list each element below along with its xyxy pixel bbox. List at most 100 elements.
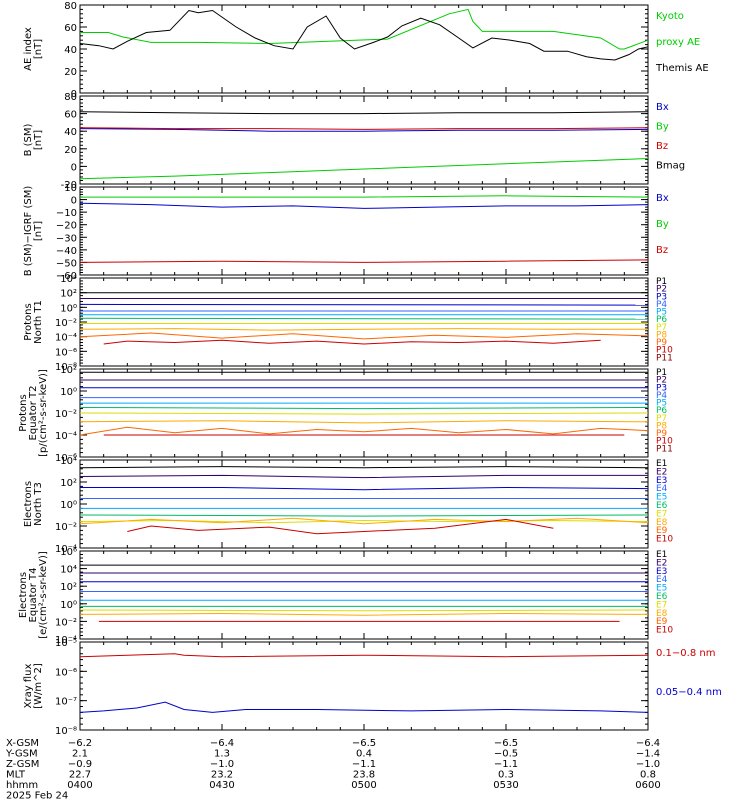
x-row-value: −6.5 [352, 738, 376, 749]
series-line [79, 259, 649, 263]
series-label: Bz [656, 141, 668, 152]
series-line [127, 518, 554, 535]
series-label: E3 [656, 476, 667, 486]
series-line [79, 127, 649, 130]
x-row-label: hhmm [6, 780, 38, 791]
y-tick-label: −50 [56, 258, 77, 269]
x-row-value: 0.3 [498, 770, 514, 781]
y-tick-label: −20 [56, 221, 77, 232]
panel-frame [79, 277, 649, 367]
y-tick-label: 10⁻⁸ [55, 362, 77, 373]
y-tick-label: 10⁻⁵ [55, 638, 77, 649]
series-line [79, 474, 648, 479]
panel-bigrf: −60 −50−40 −30−20 −100 10 B (SM)−IGRF (SM) [nT… [23, 183, 669, 282]
series-label: Bx [656, 193, 669, 204]
x-row-value: 0530 [493, 780, 518, 791]
x-row-value: −1.1 [352, 759, 376, 770]
panel-frame [79, 459, 649, 549]
y-axis-title: [W/m^2] [33, 663, 44, 709]
series-label: E4 [656, 575, 668, 585]
series-label: 0.1−0.8 nm [656, 648, 715, 659]
series-label: E7 [656, 509, 667, 519]
y-axis-title: Protons [23, 303, 34, 340]
x-row-value: −0.9 [68, 759, 92, 770]
y-axis-title: Protons [18, 394, 29, 431]
series-line [79, 9, 649, 61]
x-row-value: −1.4 [636, 749, 660, 760]
series-label: E8 [656, 518, 668, 528]
y-tick-label: 10⁻⁴ [55, 635, 77, 646]
series-line [79, 420, 649, 424]
date-label: 2025 Feb 24 [6, 791, 68, 800]
y-tick-label: 10⁰ [60, 303, 77, 314]
x-row-value: −6.4 [210, 738, 234, 749]
y-tick-label: 10⁴ [60, 565, 77, 576]
y-tick-label: 10⁴ [60, 274, 77, 285]
series-line [79, 466, 649, 469]
panel-protons_north: 10⁻⁸ 10⁻⁶ 10⁻⁴ 10⁻² 10⁰ 10² 10⁴ Protons North T1… [23, 274, 673, 373]
series-line [79, 519, 649, 524]
y-tick-label: 10⁴ [60, 456, 77, 467]
series-label: P11 [656, 353, 673, 363]
series-label: P6 [656, 406, 667, 416]
series-label: P1 [656, 277, 667, 287]
y-axis-title: [p/(cm²-s-sr-keV)] [38, 369, 49, 457]
series-label: E3 [656, 567, 667, 577]
y-tick-label: 10⁻⁴ [55, 333, 77, 344]
y-tick-label: 0 [71, 196, 77, 207]
x-row-value: −1.0 [636, 759, 660, 770]
series-label: E8 [656, 609, 668, 619]
y-tick-label: 10⁻² [55, 318, 77, 329]
y-tick-label: -20 [61, 180, 77, 191]
x-row-value: 0430 [209, 780, 234, 791]
y-axis-title: Electrons [23, 481, 34, 527]
panel-frame [79, 4, 649, 94]
series-label: E2 [656, 558, 667, 568]
x-axis-table: X-GSM −6.2 −6.4 −6.5 −6.5 −6.4Y-GSM 2.1 1.3 0.4−… [5, 738, 661, 800]
y-tick-label: 80 [64, 92, 77, 103]
y-tick-label: 10⁻⁴ [55, 544, 77, 555]
series-line [79, 514, 649, 517]
y-tick-label: 40 [64, 45, 77, 56]
x-row-value: 0.4 [356, 749, 372, 760]
y-axis-title: [e/(cm²-s-sr-keV)] [38, 551, 49, 639]
series-label: E10 [656, 535, 673, 545]
series-label: E4 [656, 484, 668, 494]
series-label: Themis AE [655, 63, 709, 74]
y-tick-label: 10⁻⁷ [55, 697, 77, 708]
series-line [79, 317, 649, 320]
panel-bsm: -20 0 20 40 60 80 B (SM) [nT] Bx By Bz Bmag [23, 92, 685, 191]
y-tick-label: 10⁻⁶ [55, 453, 77, 464]
x-row-value: 0500 [351, 780, 376, 791]
y-tick-label: 10⁻⁴ [55, 431, 77, 442]
series-line [79, 407, 649, 410]
y-axis-title: B (SM) [23, 123, 34, 156]
series-label: P4 [656, 300, 667, 310]
series-label: P2 [656, 285, 667, 295]
y-tick-label: 10⁰ [60, 500, 77, 511]
series-label: P10 [656, 437, 673, 447]
y-tick-label: 10⁻⁶ [55, 667, 77, 678]
series-label: E1 [656, 550, 667, 560]
y-tick-label: −30 [56, 233, 77, 244]
x-row-value: 1.3 [214, 749, 230, 760]
series-label: P1 [656, 368, 667, 378]
y-tick-label: 10⁻² [55, 522, 77, 533]
panel-ae: 0 20 40 60 80 AE index [nT] Kyoto proxy AE Themis… [23, 1, 709, 100]
y-axis-title: [nT] [33, 39, 44, 59]
y-tick-label: 10² [60, 478, 77, 489]
series-line [79, 158, 649, 180]
series-line [79, 609, 649, 612]
panel-electrons_equator: 10⁻⁴ 10⁻² 10⁰ 10² 10⁴ 10⁶ Electrons Equator T4[… [18, 547, 673, 646]
series-label: Bx [656, 102, 669, 113]
y-axis-title: North T3 [33, 482, 44, 526]
y-axis-title: North T1 [33, 300, 44, 344]
y-tick-label: 10⁻⁶ [55, 347, 77, 358]
x-row-value: 23.8 [353, 770, 375, 781]
x-row-value: 0600 [635, 780, 660, 791]
series-line [79, 202, 649, 209]
y-tick-label: 10⁻² [55, 409, 77, 420]
y-tick-label: 0 [71, 89, 77, 100]
series-line [79, 517, 649, 525]
x-row-value: 2.1 [72, 749, 88, 760]
